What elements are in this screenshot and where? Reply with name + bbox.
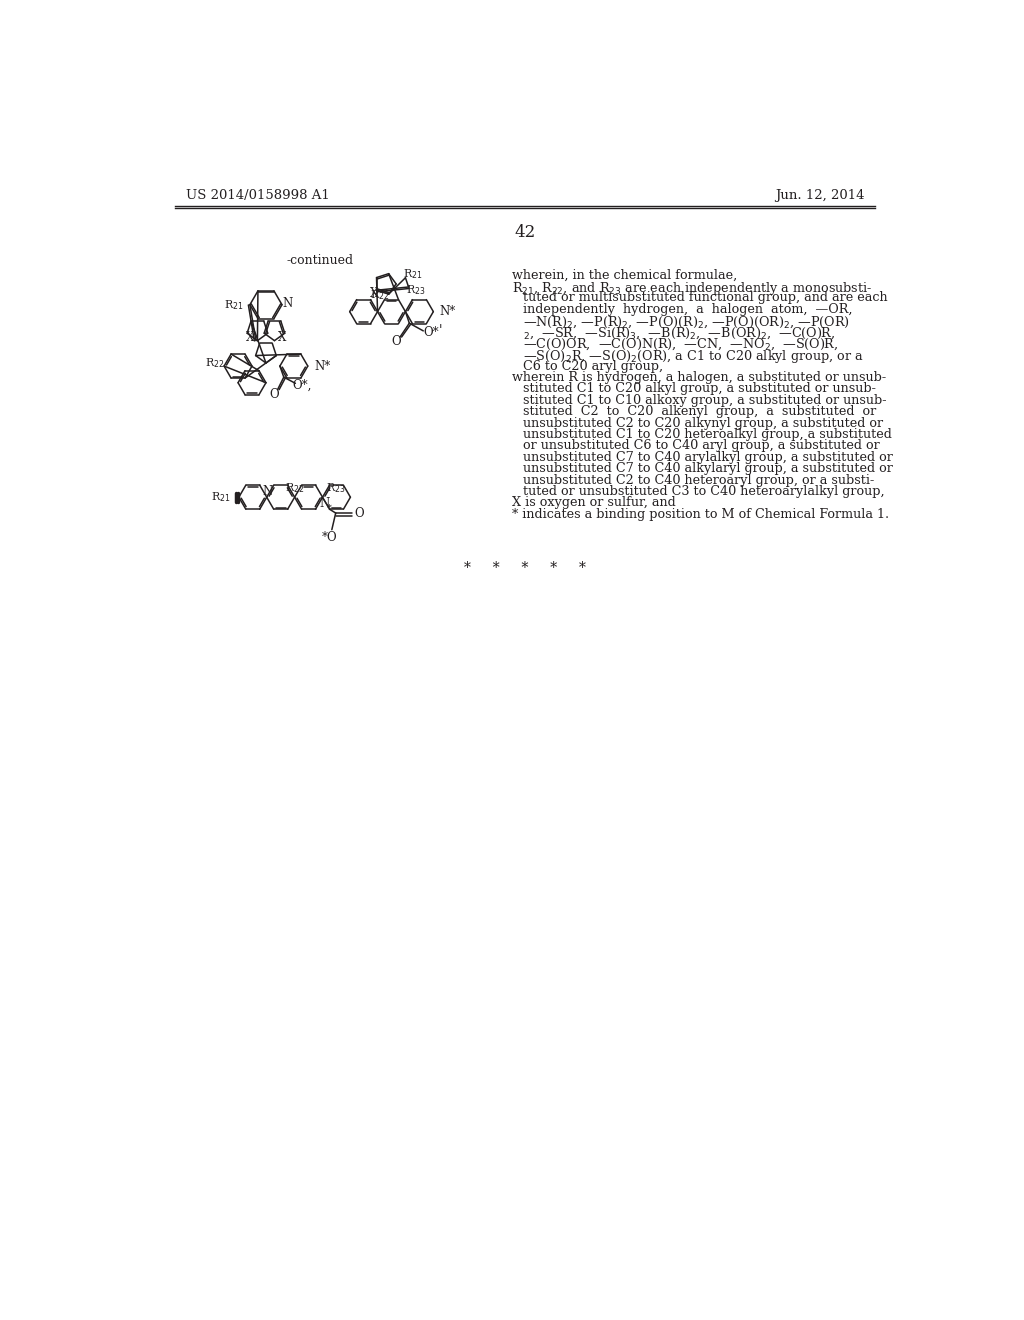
Text: stituted C1 to C10 alkoxy group, a substituted or unsub-: stituted C1 to C10 alkoxy group, a subst…: [523, 393, 887, 407]
Text: O*: O*: [423, 326, 439, 339]
Text: —N(R)$_2$, —P(R)$_2$, —P(O)(R)$_2$, —P(O)(OR)$_2$, —P(OR): —N(R)$_2$, —P(R)$_2$, —P(O)(R)$_2$, —P(O…: [523, 314, 850, 330]
Text: unsubstituted C2 to C20 alkynyl group, a substituted or: unsubstituted C2 to C20 alkynyl group, a…: [523, 417, 884, 429]
Text: unsubstituted C2 to C40 heteroaryl group, or a substi-: unsubstituted C2 to C40 heteroaryl group…: [523, 474, 874, 487]
Text: stituted C1 to C20 alkyl group, a substituted or unsub-: stituted C1 to C20 alkyl group, a substi…: [523, 383, 877, 396]
Text: US 2014/0158998 A1: US 2014/0158998 A1: [186, 189, 330, 202]
Text: N: N: [262, 486, 272, 499]
Text: *     *     *     *     *: * * * * *: [464, 561, 586, 576]
Text: *: *: [327, 503, 332, 512]
Text: R$_{21}$: R$_{21}$: [403, 268, 423, 281]
Text: N: N: [283, 297, 293, 310]
Text: unsubstituted C7 to C40 alkylaryl group, a substituted or: unsubstituted C7 to C40 alkylaryl group,…: [523, 462, 893, 475]
Text: tuted or multisubstituted functional group, and are each: tuted or multisubstituted functional gro…: [523, 292, 888, 305]
Text: unsubstituted C7 to C40 arylalkyl group, a substituted or: unsubstituted C7 to C40 arylalkyl group,…: [523, 451, 893, 463]
Text: R$_{21}$: R$_{21}$: [224, 298, 244, 313]
Text: N: N: [318, 496, 329, 510]
Text: $_{2}$,  —SR,  —Si(R)$_3$,  —B(R)$_2$,  —B(OR)$_2$,  —C(O)R,: $_{2}$, —SR, —Si(R)$_3$, —B(R)$_2$, —B(O…: [523, 326, 836, 341]
Text: 42: 42: [514, 224, 536, 240]
Text: R$_{22}$: R$_{22}$: [285, 480, 304, 495]
Text: O*,: O*,: [292, 379, 311, 391]
Text: X: X: [371, 288, 379, 300]
Text: R$_{21}$, R$_{22}$, and R$_{23}$ are each independently a monosubsti-: R$_{21}$, R$_{22}$, and R$_{23}$ are eac…: [512, 280, 872, 297]
Text: O: O: [354, 507, 365, 520]
Text: X is oxygen or sulfur, and: X is oxygen or sulfur, and: [512, 496, 676, 510]
Text: R$_{21}$: R$_{21}$: [211, 490, 231, 504]
Text: unsubstituted C1 to C20 heteroalkyl group, a substituted: unsubstituted C1 to C20 heteroalkyl grou…: [523, 428, 892, 441]
Text: —C(O)OR,  —C(O)N(R),  —CN,  —NO$_2$,  —S(O)R,: —C(O)OR, —C(O)N(R), —CN, —NO$_2$, —S(O)R…: [523, 337, 839, 352]
Text: independently  hydrogen,  a  halogen  atom,  —OR,: independently hydrogen, a halogen atom, …: [523, 302, 853, 315]
Text: R$_{23}$: R$_{23}$: [326, 480, 345, 495]
Text: X: X: [279, 331, 287, 345]
Text: tuted or unsubstituted C3 to C40 heteroarylalkyl group,: tuted or unsubstituted C3 to C40 heteroa…: [523, 484, 885, 498]
Text: wherein, in the chemical formulae,: wherein, in the chemical formulae,: [512, 268, 737, 281]
Text: R$_{22}$: R$_{22}$: [205, 356, 225, 370]
Text: ': ': [438, 325, 442, 338]
Text: or unsubstituted C6 to C40 aryl group, a substituted or: or unsubstituted C6 to C40 aryl group, a…: [523, 440, 880, 453]
Text: wherein R is hydrogen, a halogen, a substituted or unsub-: wherein R is hydrogen, a halogen, a subs…: [512, 371, 887, 384]
Text: *O: *O: [322, 531, 337, 544]
Text: stituted  C2  to  C20  alkenyl  group,  a  substituted  or: stituted C2 to C20 alkenyl group, a subs…: [523, 405, 877, 418]
Text: N*: N*: [314, 359, 331, 372]
Text: O: O: [269, 388, 280, 401]
Text: O: O: [391, 335, 401, 348]
Text: R$_{23}$: R$_{23}$: [406, 284, 425, 297]
Text: * indicates a binding position to M of Chemical Formula 1.: * indicates a binding position to M of C…: [512, 508, 890, 521]
Text: Jun. 12, 2014: Jun. 12, 2014: [775, 189, 864, 202]
Text: -continued: -continued: [287, 253, 353, 267]
Text: R$_{22}$: R$_{22}$: [370, 289, 389, 302]
Text: X: X: [246, 331, 254, 345]
Text: C6 to C20 aryl group,: C6 to C20 aryl group,: [523, 359, 664, 372]
Text: —S(O)$_2$R, —S(O)$_2$(OR), a C1 to C20 alkyl group, or a: —S(O)$_2$R, —S(O)$_2$(OR), a C1 to C20 a…: [523, 348, 864, 366]
Text: N*: N*: [439, 305, 456, 318]
